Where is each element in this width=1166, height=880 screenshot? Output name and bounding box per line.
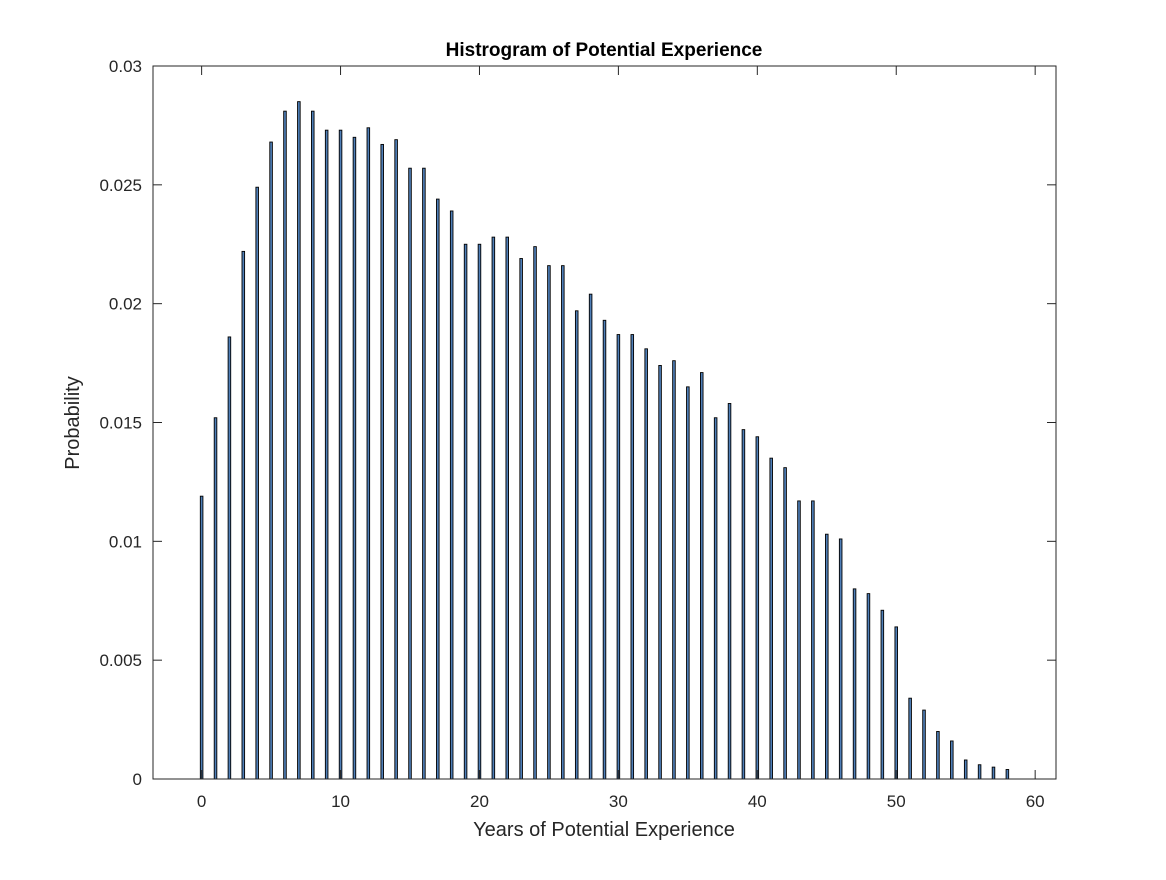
histogram-bar	[519, 258, 523, 780]
histogram-bar	[324, 129, 329, 780]
y-tick-label: 0	[133, 770, 142, 789]
histogram-bar	[950, 740, 954, 780]
histogram-bar	[727, 403, 732, 780]
histogram-bar	[297, 101, 301, 780]
histogram-bar	[574, 310, 579, 780]
histogram-bar	[547, 265, 551, 780]
histogram-bar	[380, 143, 384, 780]
histogram-bar	[894, 626, 898, 780]
histogram-bar	[269, 141, 273, 780]
histogram-bar	[477, 243, 482, 780]
histogram-bar	[352, 136, 357, 780]
histogram-bar	[991, 766, 996, 780]
x-axis-label: Years of Potential Experience	[473, 819, 735, 841]
histogram-bar	[811, 500, 815, 780]
y-tick-label: 0.015	[99, 414, 142, 433]
y-tick-label: 0.005	[99, 651, 142, 670]
bars-layer	[199, 101, 1010, 780]
histogram-bar	[311, 110, 315, 780]
histogram-bar	[658, 365, 662, 780]
histogram-bar	[408, 167, 412, 780]
ticks-layer: 0 10 20 30 40 50 60 0 0.005 0.01 0.015 0.02 0.025 0.0…	[99, 57, 1056, 811]
y-tick-label: 0.025	[99, 176, 142, 195]
histogram-bar	[1005, 769, 1010, 780]
histogram-bar	[769, 457, 773, 780]
histogram-bar	[283, 110, 287, 780]
histogram-bar	[366, 127, 371, 780]
histogram-bar	[422, 167, 426, 780]
histogram-bar	[436, 198, 440, 780]
histogram-bar	[338, 129, 343, 780]
histogram-bar	[241, 250, 246, 780]
y-tick-label: 0.02	[109, 295, 142, 314]
x-tick-label: 50	[887, 792, 906, 811]
y-axis-label: Probability	[62, 376, 84, 469]
y-tick-label: 0.03	[109, 57, 142, 76]
histogram-bar	[463, 243, 468, 780]
histogram-bar	[394, 139, 398, 780]
histogram-bar	[602, 319, 607, 780]
chart-title: Histrogram of Potential Experience	[446, 40, 763, 61]
x-tick-label: 10	[331, 792, 350, 811]
x-tick-label: 60	[1026, 792, 1045, 811]
histogram-bar	[741, 429, 746, 780]
histogram-bar	[936, 731, 940, 780]
x-tick-label: 40	[748, 792, 767, 811]
histogram-bar	[852, 588, 857, 780]
y-tick-label: 0.01	[109, 532, 142, 551]
histogram-bar	[825, 533, 829, 780]
histogram-bar	[491, 236, 496, 780]
histogram-bar	[199, 495, 204, 780]
histogram-bar	[255, 186, 259, 780]
histogram-bar	[922, 709, 926, 780]
histogram-bar	[588, 293, 593, 780]
x-tick-label: 20	[470, 792, 489, 811]
histogram-bar	[533, 246, 537, 780]
histogram-bar	[880, 609, 885, 780]
x-tick-label: 30	[609, 792, 628, 811]
histogram-bar	[630, 334, 635, 780]
histogram-bar	[963, 759, 968, 780]
histogram-bar	[838, 538, 843, 780]
histogram-bar	[700, 372, 704, 780]
histogram-bar	[449, 210, 454, 780]
histogram-bar	[713, 417, 718, 780]
histogram-bar	[908, 697, 912, 780]
histogram-bar	[213, 417, 218, 780]
histogram-bar	[797, 500, 801, 780]
histogram-bar	[227, 336, 232, 780]
histogram-bar	[505, 236, 510, 780]
histogram-bar	[755, 436, 760, 780]
histogram-bar	[866, 593, 871, 780]
histogram-bar	[644, 348, 648, 780]
histogram-bar	[561, 265, 565, 780]
histogram-bar	[616, 334, 621, 780]
histogram-bar	[686, 386, 690, 780]
x-tick-label: 0	[197, 792, 206, 811]
histogram-bar	[783, 467, 787, 780]
histogram-bar	[672, 360, 676, 780]
histogram-bar	[977, 764, 982, 780]
